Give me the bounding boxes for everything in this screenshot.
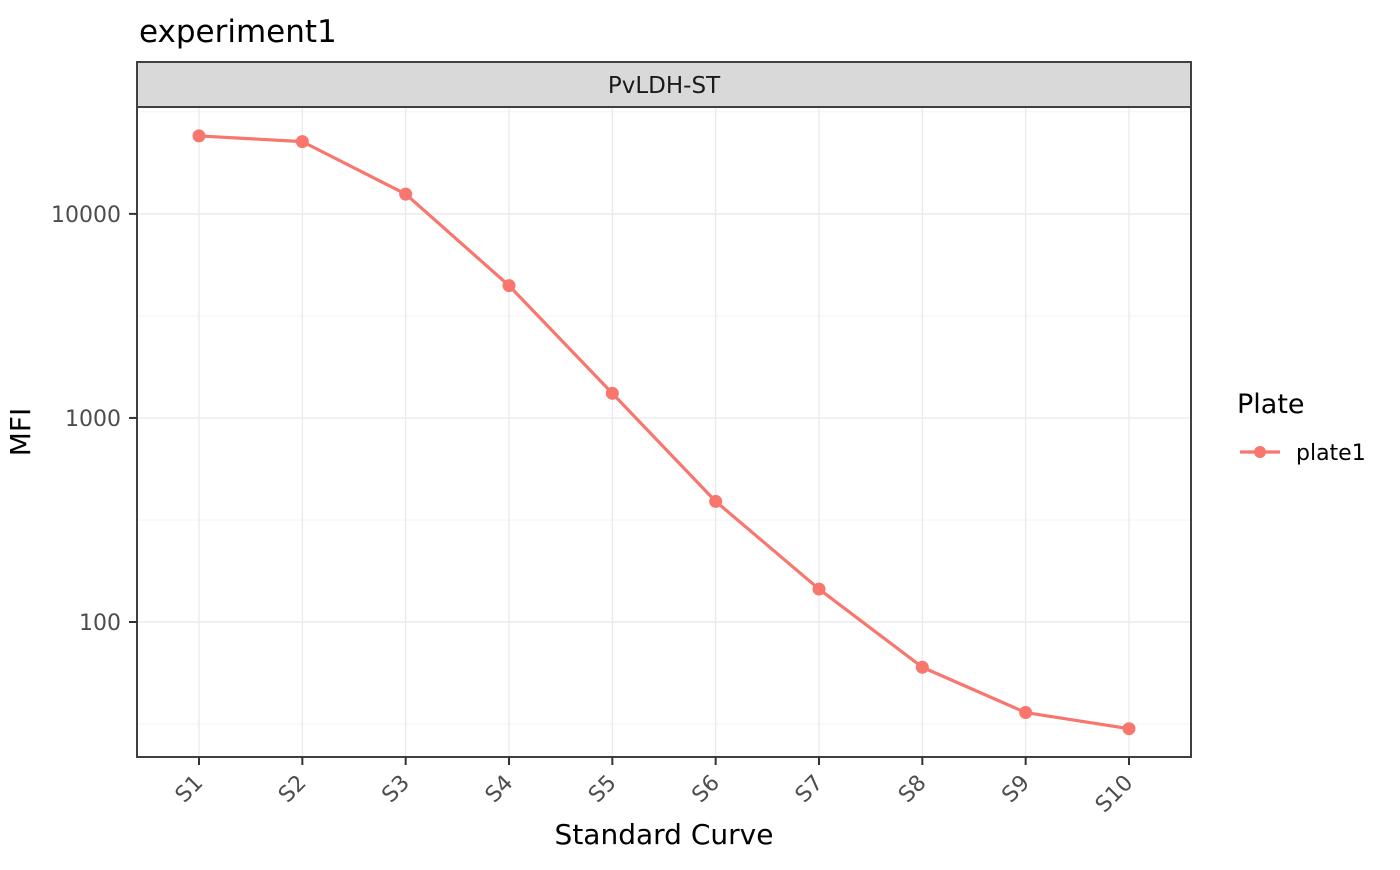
x-tick-label: S6 (687, 771, 724, 808)
facet-strip-label: PvLDH-ST (608, 73, 721, 99)
x-tick-label: S4 (481, 771, 518, 808)
data-point (605, 386, 619, 400)
y-tick-label: 100 (79, 611, 121, 636)
data-point (502, 279, 516, 293)
x-tick-label: S3 (377, 771, 414, 808)
legend-title: Plate (1237, 389, 1305, 420)
data-point (192, 129, 206, 143)
y-tick-label: 10000 (51, 203, 121, 228)
legend-item-label: plate1 (1296, 441, 1366, 466)
facet-strip: PvLDH-ST (136, 61, 1192, 108)
data-point (295, 135, 309, 149)
data-point (1019, 706, 1033, 720)
x-tick-label: S10 (1091, 771, 1138, 818)
data-point (399, 187, 413, 201)
panel-border (136, 106, 1192, 758)
gridlines (137, 107, 1191, 757)
x-tick-label: S7 (791, 771, 828, 808)
x-tick-label: S9 (997, 771, 1034, 808)
data-point (1122, 722, 1136, 736)
x-tick-label: S8 (894, 771, 931, 808)
panel-background (137, 107, 1191, 757)
x-axis-title: Standard Curve (555, 818, 774, 851)
x-tick-label: S1 (171, 771, 208, 808)
data-point (812, 582, 826, 596)
y-tick-label: 1000 (65, 407, 121, 432)
facet-strip-background (137, 62, 1191, 107)
x-tick-label: S2 (274, 771, 311, 808)
data-point (709, 494, 723, 508)
series-line (197, 134, 1131, 731)
legend-key-point (1254, 446, 1266, 458)
series (192, 129, 1136, 736)
x-tick-label: S5 (584, 771, 621, 808)
plot-title: experiment1 (139, 14, 337, 50)
data-point (915, 660, 929, 674)
y-axis-title: MFI (4, 408, 37, 457)
legend: Plate plate1 (1237, 389, 1366, 466)
